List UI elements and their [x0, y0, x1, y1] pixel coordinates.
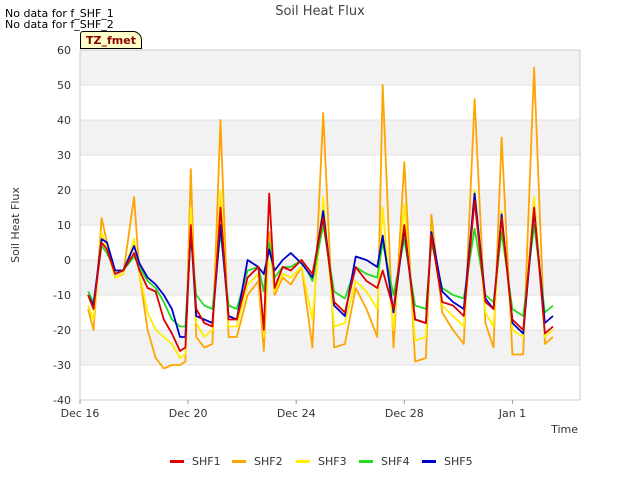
legend-swatch [296, 459, 310, 463]
legend-swatch [422, 459, 436, 463]
y-tick-label: 60 [57, 44, 71, 57]
grid-bands [80, 49, 580, 401]
grid-band [80, 330, 580, 365]
y-tick-label: 0 [64, 254, 71, 267]
legend-swatch [232, 459, 246, 463]
grid-band [80, 85, 580, 120]
chart-legend: SHF1 SHF2 SHF3 SHF4 SHF5 [0, 452, 640, 470]
legend-item-shf2: SHF2 [232, 452, 283, 470]
legend-item-shf5: SHF5 [422, 452, 473, 470]
y-axis-ticks: -40 -30 -20 -10 0 10 20 30 40 50 60 [53, 44, 71, 407]
grid-band [80, 120, 580, 155]
x-axis-title: Time [550, 423, 578, 436]
site-tag-label: TZ_fmet [80, 31, 142, 49]
x-tick-label: Dec 24 [277, 407, 316, 420]
x-tick-label: Dec 16 [61, 407, 100, 420]
legend-label: SHF2 [254, 454, 283, 468]
x-tick-label: Dec 28 [385, 407, 424, 420]
y-tick-label: 10 [57, 219, 71, 232]
chart-title: Soil Heat Flux [275, 4, 365, 19]
series-lines [87, 66, 554, 370]
no-data-note-1: No data for f_SHF_1 [5, 7, 114, 20]
x-axis-ticks: Dec 16 Dec 20 Dec 24 Dec 28 Jan 1 [61, 400, 526, 420]
y-tick-label: -10 [53, 289, 71, 302]
no-data-note-2: No data for f_SHF_2 [5, 18, 114, 31]
y-tick-label: 30 [57, 149, 71, 162]
legend-item-shf4: SHF4 [359, 452, 410, 470]
legend-swatch [359, 459, 373, 463]
y-tick-label: 50 [57, 79, 71, 92]
grid-band [80, 295, 580, 330]
grid-band [80, 50, 580, 85]
y-tick-label: 40 [57, 114, 71, 127]
grid-band [80, 365, 580, 400]
series-line-shf1 [87, 192, 554, 352]
legend-item-shf3: SHF3 [296, 452, 347, 470]
grid-band [80, 155, 580, 190]
x-tick-label: Dec 20 [169, 407, 208, 420]
legend-item-shf1: SHF1 [170, 452, 221, 470]
y-axis-title: Soil Heat Flux [9, 187, 22, 263]
x-tick-label: Jan 1 [498, 407, 526, 420]
legend-label: SHF3 [318, 454, 347, 468]
y-tick-label: -20 [53, 324, 71, 337]
plot-frame [79, 49, 581, 401]
legend-label: SHF5 [444, 454, 473, 468]
y-tick-label: -40 [53, 394, 71, 407]
legend-label: SHF1 [192, 454, 221, 468]
y-tick-label: -30 [53, 359, 71, 372]
legend-label: SHF4 [381, 454, 410, 468]
legend-swatch [170, 459, 184, 463]
y-tick-label: 20 [57, 184, 71, 197]
grid-band [80, 190, 580, 225]
